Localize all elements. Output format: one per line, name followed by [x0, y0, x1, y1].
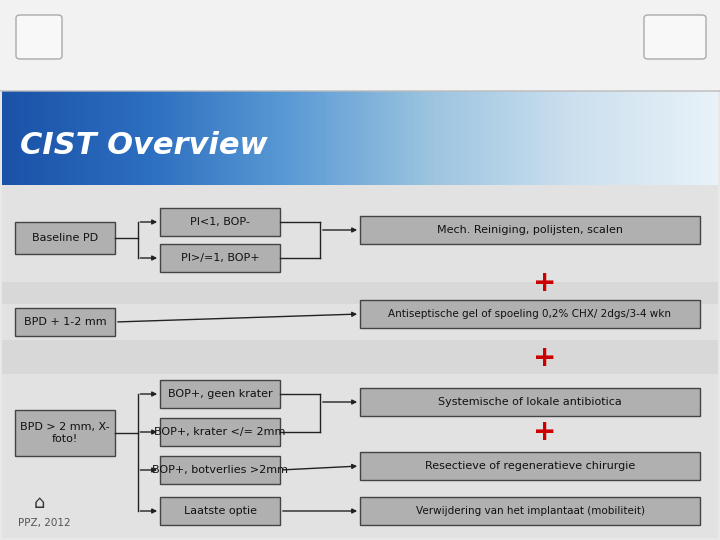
Text: ►: ►: [685, 496, 695, 510]
Text: ⌂: ⌂: [33, 494, 45, 512]
Text: Systemische of lokale antibiotica: Systemische of lokale antibiotica: [438, 397, 622, 407]
Text: +: +: [534, 344, 557, 372]
Text: +: +: [534, 269, 557, 297]
Bar: [160, 244, 280, 272]
Bar: [15, 410, 115, 456]
Text: PI>/=1, BOP+: PI>/=1, BOP+: [181, 253, 259, 263]
Text: PPZ, 2012: PPZ, 2012: [18, 518, 71, 528]
Text: Mech. Reiniging, polijsten, scalen: Mech. Reiniging, polijsten, scalen: [437, 225, 623, 235]
Text: BPD > 2 mm, X-
foto!: BPD > 2 mm, X- foto!: [20, 422, 110, 444]
Text: BPD + 1-2 mm: BPD + 1-2 mm: [24, 317, 107, 327]
Text: ◄: ◄: [661, 496, 671, 510]
Text: +: +: [534, 418, 557, 446]
Bar: [160, 208, 280, 236]
Bar: [360, 388, 700, 416]
Bar: [160, 456, 280, 484]
Bar: [360, 300, 700, 328]
Bar: [360, 452, 700, 480]
Text: Laatste optie: Laatste optie: [184, 506, 256, 516]
Bar: [360, 216, 700, 244]
Text: BOP+, krater </= 2mm: BOP+, krater </= 2mm: [154, 427, 286, 437]
Text: Baseline PD: Baseline PD: [32, 233, 98, 243]
Bar: [160, 418, 280, 446]
Text: CIST Overview: CIST Overview: [20, 131, 268, 159]
Bar: [160, 380, 280, 408]
Text: Resectieve of regeneratieve chirurgie: Resectieve of regeneratieve chirurgie: [425, 461, 635, 471]
Text: BOP+, botverlies >2mm: BOP+, botverlies >2mm: [152, 465, 288, 475]
Text: Antiseptische gel of spoeling 0,2% CHX/ 2dgs/3-4 wkn: Antiseptische gel of spoeling 0,2% CHX/ …: [389, 309, 672, 319]
Text: Verwijdering van het implantaat (mobiliteit): Verwijdering van het implantaat (mobilit…: [415, 506, 644, 516]
Text: BOP+, geen krater: BOP+, geen krater: [168, 389, 272, 399]
Bar: [15, 222, 115, 254]
Text: PI<1, BOP-: PI<1, BOP-: [190, 217, 250, 227]
Bar: [360, 497, 700, 525]
Bar: [15, 308, 115, 336]
Bar: [160, 497, 280, 525]
